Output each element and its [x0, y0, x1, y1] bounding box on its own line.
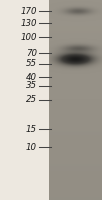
Text: 40: 40 — [26, 72, 37, 82]
Text: 15: 15 — [26, 124, 37, 134]
Text: 35: 35 — [26, 81, 37, 90]
Text: 10: 10 — [26, 142, 37, 152]
Text: 70: 70 — [26, 48, 37, 58]
Text: 55: 55 — [26, 60, 37, 68]
Text: 170: 170 — [20, 6, 37, 16]
Text: 130: 130 — [20, 19, 37, 27]
Text: 100: 100 — [20, 32, 37, 42]
Text: 25: 25 — [26, 96, 37, 104]
